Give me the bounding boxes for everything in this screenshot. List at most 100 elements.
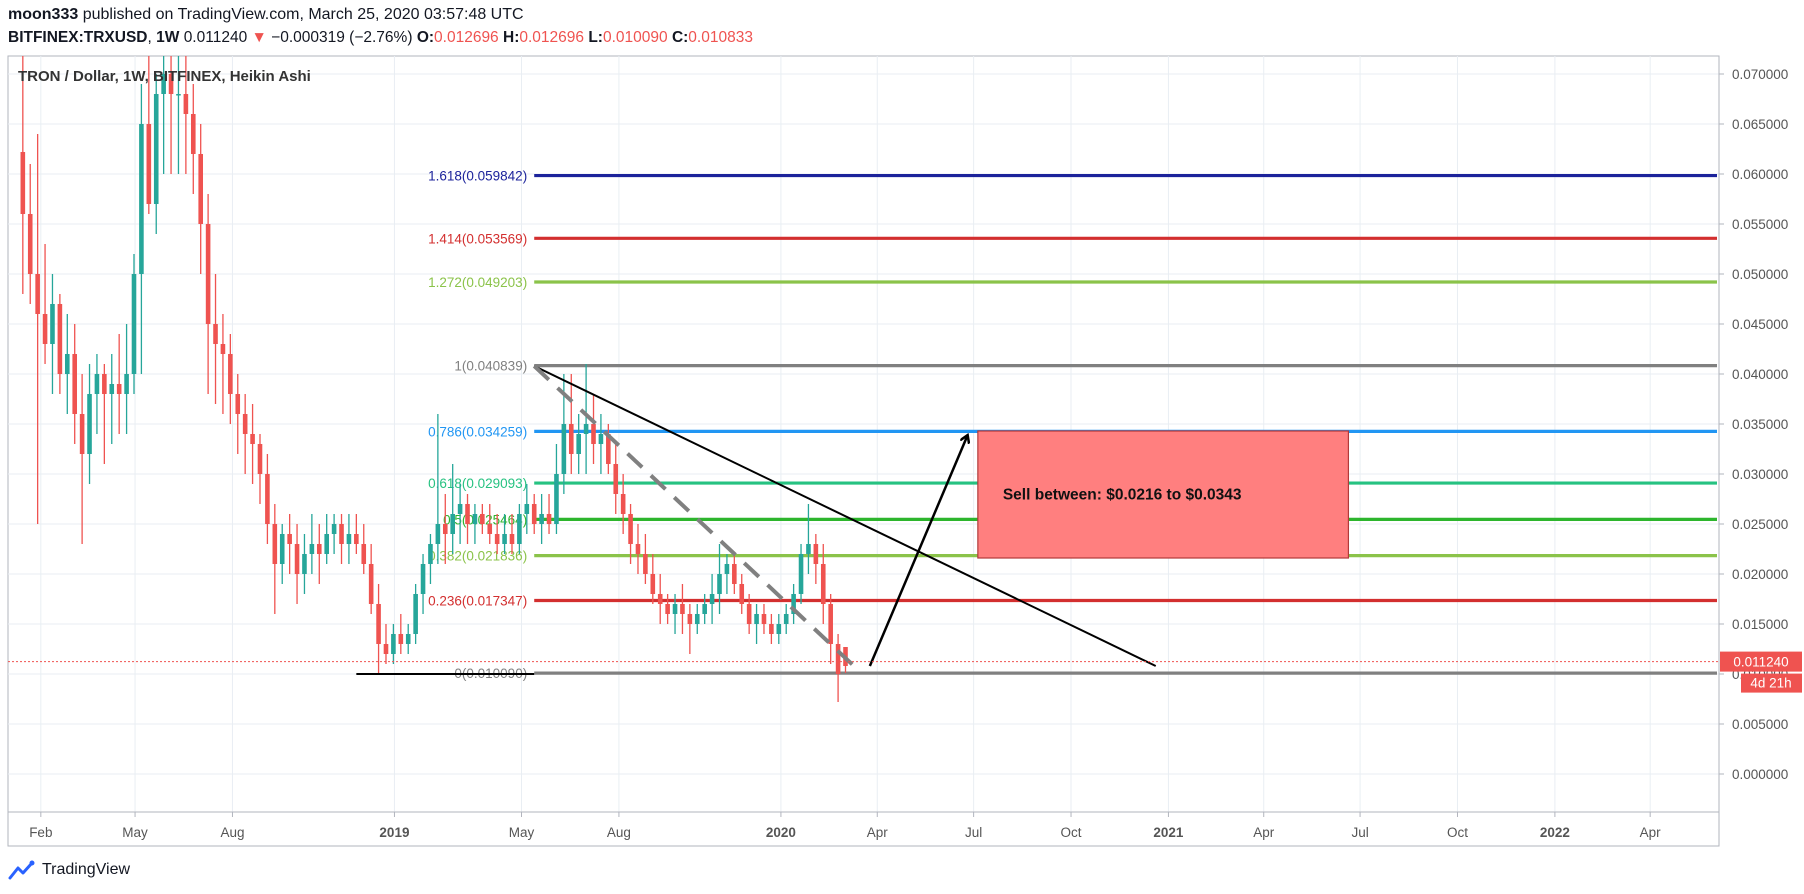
current-price-tag: 0.011240 4d 21h xyxy=(8,651,1802,693)
candle-body xyxy=(354,534,359,544)
author-name[interactable]: moon333 xyxy=(8,6,79,23)
candle-body xyxy=(487,524,493,534)
candle-body xyxy=(79,414,85,454)
candle-body xyxy=(791,594,796,614)
symbol-name: BITFINEX:TRXUSD xyxy=(8,29,148,46)
fibonacci-extension[interactable]: 1.618(0.059842) 1.414(0.053569) 1.272(0.04… xyxy=(428,169,1717,682)
candle-body xyxy=(606,434,611,464)
time-tick-label: 2020 xyxy=(766,825,796,840)
open-value: 0.012696 xyxy=(434,29,499,46)
candle-body xyxy=(205,224,211,324)
candle-body xyxy=(35,274,40,314)
tradingview-logo-icon xyxy=(8,860,35,880)
candle-body xyxy=(457,504,463,514)
candle-body xyxy=(546,514,552,524)
candle-body xyxy=(153,94,159,204)
candle-body xyxy=(124,374,129,394)
candle-body xyxy=(213,324,218,344)
price-tick-label: 0.065000 xyxy=(1732,117,1788,132)
price-tick-label: 0.060000 xyxy=(1732,167,1788,182)
candle-body xyxy=(702,604,707,614)
fib-level-label: 1(0.040839) xyxy=(454,359,527,374)
tradingview-logo[interactable]: TradingView xyxy=(8,860,130,880)
tradingview-brand: TradingView xyxy=(42,861,131,878)
candle-body xyxy=(183,94,189,114)
candle-body xyxy=(220,344,226,354)
candle-body xyxy=(806,544,811,554)
time-tick-label: Apr xyxy=(867,825,889,840)
candle-body xyxy=(383,644,389,654)
time-tick-label: Oct xyxy=(1447,825,1468,840)
candle-body xyxy=(116,384,122,394)
time-tick-label: Apr xyxy=(1640,825,1662,840)
candle-body xyxy=(316,544,322,554)
fib-level-label: 0.786(0.034259) xyxy=(428,424,527,439)
candle-body xyxy=(242,414,248,434)
candle-body xyxy=(650,574,656,594)
candle-body xyxy=(168,74,174,94)
high-value: 0.012696 xyxy=(519,29,585,46)
price-tick-label: 0.025000 xyxy=(1732,517,1788,532)
candle-body xyxy=(391,634,396,654)
candle-body xyxy=(250,434,255,444)
candle-body xyxy=(828,604,833,644)
candle-body xyxy=(620,494,626,514)
drawings[interactable]: Sell between: $0.0216 to $0.0343 xyxy=(356,364,1350,675)
time-tick-label: Apr xyxy=(1253,825,1275,840)
candle-body xyxy=(435,524,441,544)
candle-body xyxy=(102,374,107,394)
candle-body xyxy=(776,624,782,634)
candle-body xyxy=(27,214,33,274)
candle-body xyxy=(42,314,48,344)
candle-body xyxy=(472,514,478,524)
candle-body xyxy=(161,74,166,94)
trend-line xyxy=(533,365,1157,667)
candle-body xyxy=(754,614,759,624)
time-tick-label: Feb xyxy=(29,825,52,840)
time-tick-label: Oct xyxy=(1061,825,1082,840)
price-axis[interactable]: 0.070000 0.065000 0.060000 0.055000 0.050000… xyxy=(1719,67,1788,782)
candle-body xyxy=(835,644,841,674)
time-tick-label: Jul xyxy=(1351,825,1368,840)
low-value: 0.010090 xyxy=(602,29,668,46)
time-axis[interactable]: Feb May Aug 2019 May Aug 2020 Apr Jul Oct 2021 Apr J… xyxy=(29,812,1661,840)
candle-body xyxy=(657,594,663,604)
candle-body xyxy=(517,514,522,544)
time-tick-label: 2019 xyxy=(379,825,409,840)
candle-body xyxy=(428,544,433,564)
candle-body xyxy=(465,504,470,524)
countdown-box xyxy=(1741,673,1802,693)
candle-body xyxy=(717,574,722,594)
time-tick-label: Aug xyxy=(220,825,244,840)
price-tick-label: 0.015000 xyxy=(1732,617,1788,632)
low-label: L: xyxy=(588,29,603,46)
chart-title: TRON / Dollar, 1W, BITFINEX, Heikin Ashi xyxy=(18,68,311,85)
current-price-box xyxy=(1720,651,1802,672)
time-tick-label: Jul xyxy=(965,825,982,840)
candle-body xyxy=(494,534,500,544)
candle-body xyxy=(524,504,530,514)
price-tick-label: 0.055000 xyxy=(1732,217,1788,232)
candle-body xyxy=(613,464,619,494)
down-arrow-icon: ▼ xyxy=(251,29,267,46)
candle-body xyxy=(554,474,559,524)
candle-body xyxy=(94,374,100,394)
candle-body xyxy=(635,544,641,554)
candle-body xyxy=(672,604,678,614)
candle-body xyxy=(20,152,26,214)
candle-body xyxy=(687,614,693,624)
candle-body xyxy=(694,614,700,624)
candle-body xyxy=(561,424,567,474)
candle-body xyxy=(72,354,78,414)
candle-body xyxy=(413,594,418,634)
candles xyxy=(20,56,848,702)
candle-body xyxy=(724,564,730,574)
candle-body xyxy=(331,524,337,534)
candle-body xyxy=(761,614,767,624)
candle-body xyxy=(146,124,152,204)
symbol-info: BITFINEX:TRXUSD, 1W 0.011240 ▼ −0.000319… xyxy=(8,29,753,46)
fib-level-label: 1.272(0.049203) xyxy=(428,275,527,290)
candle-body xyxy=(509,534,515,544)
fib-level-label: 0.618(0.029093) xyxy=(428,476,527,491)
